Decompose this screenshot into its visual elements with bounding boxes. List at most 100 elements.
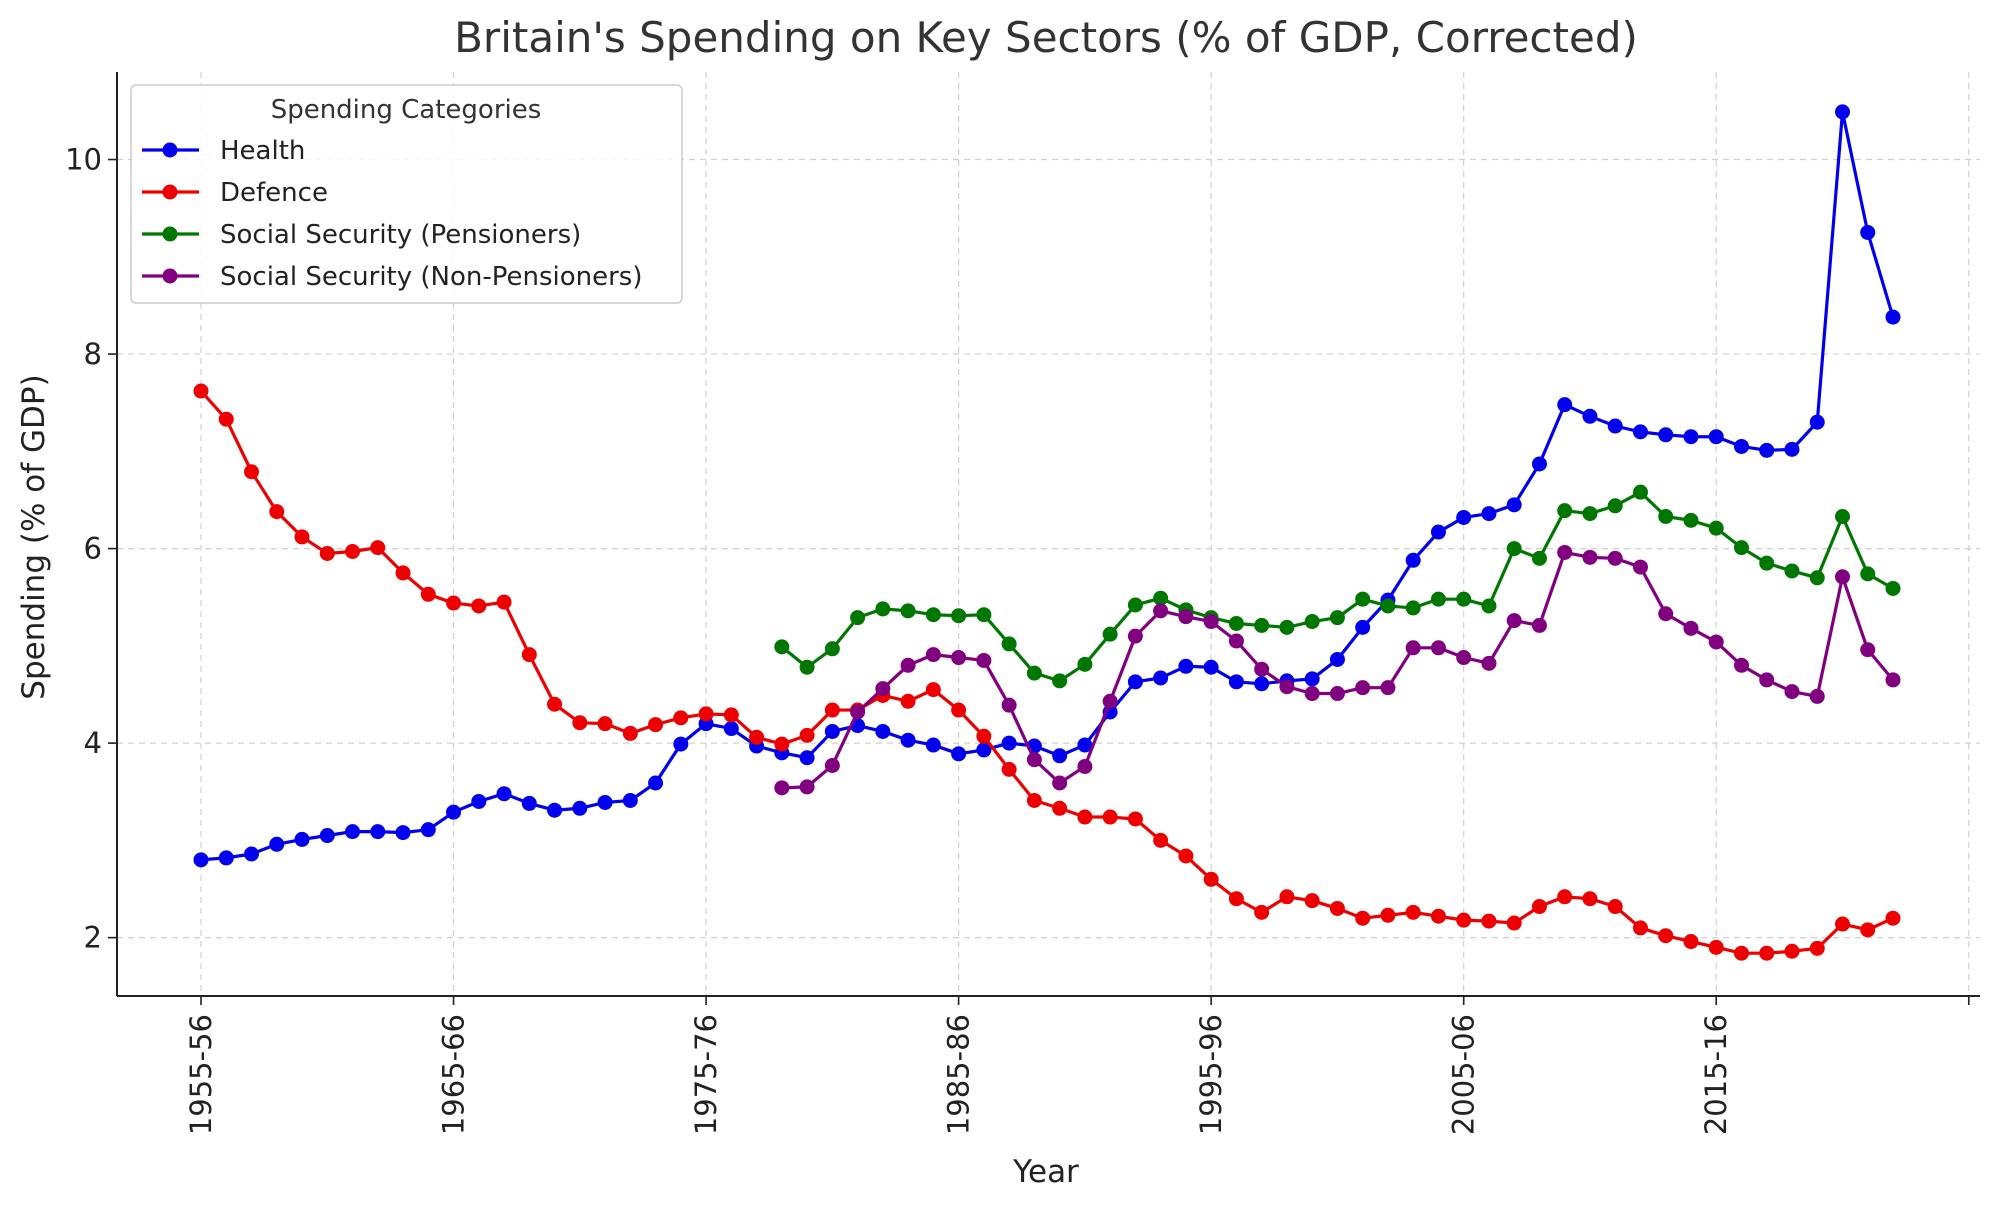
data-point: [1658, 606, 1674, 622]
data-point: [1506, 915, 1522, 931]
data-point: [1026, 752, 1042, 768]
data-point: [1683, 512, 1699, 528]
y-tick-label: 4: [84, 726, 102, 760]
data-point: [1178, 609, 1194, 625]
data-point: [1355, 910, 1371, 926]
data-point: [1885, 580, 1901, 596]
data-point: [1531, 617, 1547, 633]
y-axis-ticks: 2 4 6 8 10: [65, 143, 117, 955]
data-point: [1304, 614, 1320, 630]
legend-label: Health: [220, 136, 305, 166]
data-point: [976, 607, 992, 623]
data-point: [1860, 224, 1876, 240]
data-point: [824, 702, 840, 718]
data-point: [572, 715, 588, 731]
data-point: [1127, 811, 1143, 827]
data-point: [1557, 889, 1573, 905]
data-point: [1153, 590, 1169, 606]
data-point: [1355, 591, 1371, 607]
data-point: [1405, 552, 1421, 568]
legend-swatch-marker: [162, 142, 178, 158]
data-point: [1304, 671, 1320, 687]
data-point: [850, 704, 866, 720]
legend-item: Health: [142, 136, 305, 166]
data-point: [1052, 775, 1068, 791]
y-axis-label: Spending (% of GDP): [16, 374, 52, 699]
data-point: [1481, 506, 1497, 522]
x-tick-label: 2005-06: [1447, 1014, 1481, 1135]
data-point: [1506, 613, 1522, 629]
data-point: [1178, 848, 1194, 864]
data-point: [345, 824, 361, 840]
data-point: [1582, 506, 1598, 522]
y-tick-label: 2: [84, 921, 102, 955]
data-point: [1102, 693, 1118, 709]
data-point: [420, 822, 436, 838]
data-point: [319, 828, 335, 844]
data-point: [1885, 910, 1901, 926]
data-point: [1759, 672, 1775, 688]
data-point: [1607, 418, 1623, 434]
data-point: [244, 846, 260, 862]
legend-label: Social Security (Non-Pensioners): [220, 262, 643, 292]
data-point: [1127, 628, 1143, 644]
data-point: [1784, 441, 1800, 457]
data-point: [1607, 899, 1623, 915]
data-point: [1153, 832, 1169, 848]
data-point: [496, 786, 512, 802]
data-point: [1153, 603, 1169, 619]
x-tick-label: 1965-66: [437, 1014, 471, 1135]
data-point: [1430, 591, 1446, 607]
legend-item: Social Security (Non-Pensioners): [142, 262, 643, 292]
data-point: [269, 836, 285, 852]
data-point: [471, 793, 487, 809]
data-point: [1784, 684, 1800, 700]
data-point: [1355, 680, 1371, 696]
data-point: [597, 716, 613, 732]
data-point: [799, 779, 815, 795]
data-point: [294, 529, 310, 545]
data-point: [1557, 544, 1573, 560]
data-point: [597, 794, 613, 810]
data-point: [1708, 429, 1724, 445]
data-point: [1683, 429, 1699, 445]
data-point: [1077, 758, 1093, 774]
data-point: [1834, 916, 1850, 932]
data-point: [1860, 642, 1876, 658]
data-point: [395, 565, 411, 581]
data-point: [1026, 665, 1042, 681]
data-point: [1329, 686, 1345, 702]
data-point: [951, 746, 967, 762]
data-point: [875, 723, 891, 739]
data-point: [370, 824, 386, 840]
data-point: [1203, 659, 1219, 675]
data-point: [1607, 498, 1623, 514]
x-tick-label: 1985-86: [942, 1014, 976, 1135]
data-point: [1683, 934, 1699, 950]
data-point: [1531, 550, 1547, 566]
data-point: [951, 650, 967, 666]
data-point: [1557, 397, 1573, 413]
x-axis-ticks: 1955-56 1965-66 1975-76 1985-86 1995-96 2005-…: [184, 996, 1970, 1135]
data-point: [723, 721, 739, 737]
data-point: [1077, 737, 1093, 753]
data-point: [319, 545, 335, 561]
data-point: [1304, 893, 1320, 909]
data-point: [1001, 697, 1017, 713]
data-point: [648, 717, 664, 733]
data-point: [698, 706, 714, 722]
data-point: [824, 723, 840, 739]
data-point: [1759, 555, 1775, 571]
data-point: [446, 804, 462, 820]
data-point: [1658, 427, 1674, 443]
data-point: [824, 757, 840, 773]
data-point: [1733, 945, 1749, 961]
data-point: [1733, 540, 1749, 556]
data-point: [774, 736, 790, 752]
legend: Spending Categories Health Defence Social …: [130, 84, 683, 304]
data-point: [1153, 670, 1169, 686]
data-point: [1860, 566, 1876, 582]
legend-swatch-marker: [162, 268, 178, 284]
data-point: [1809, 414, 1825, 430]
